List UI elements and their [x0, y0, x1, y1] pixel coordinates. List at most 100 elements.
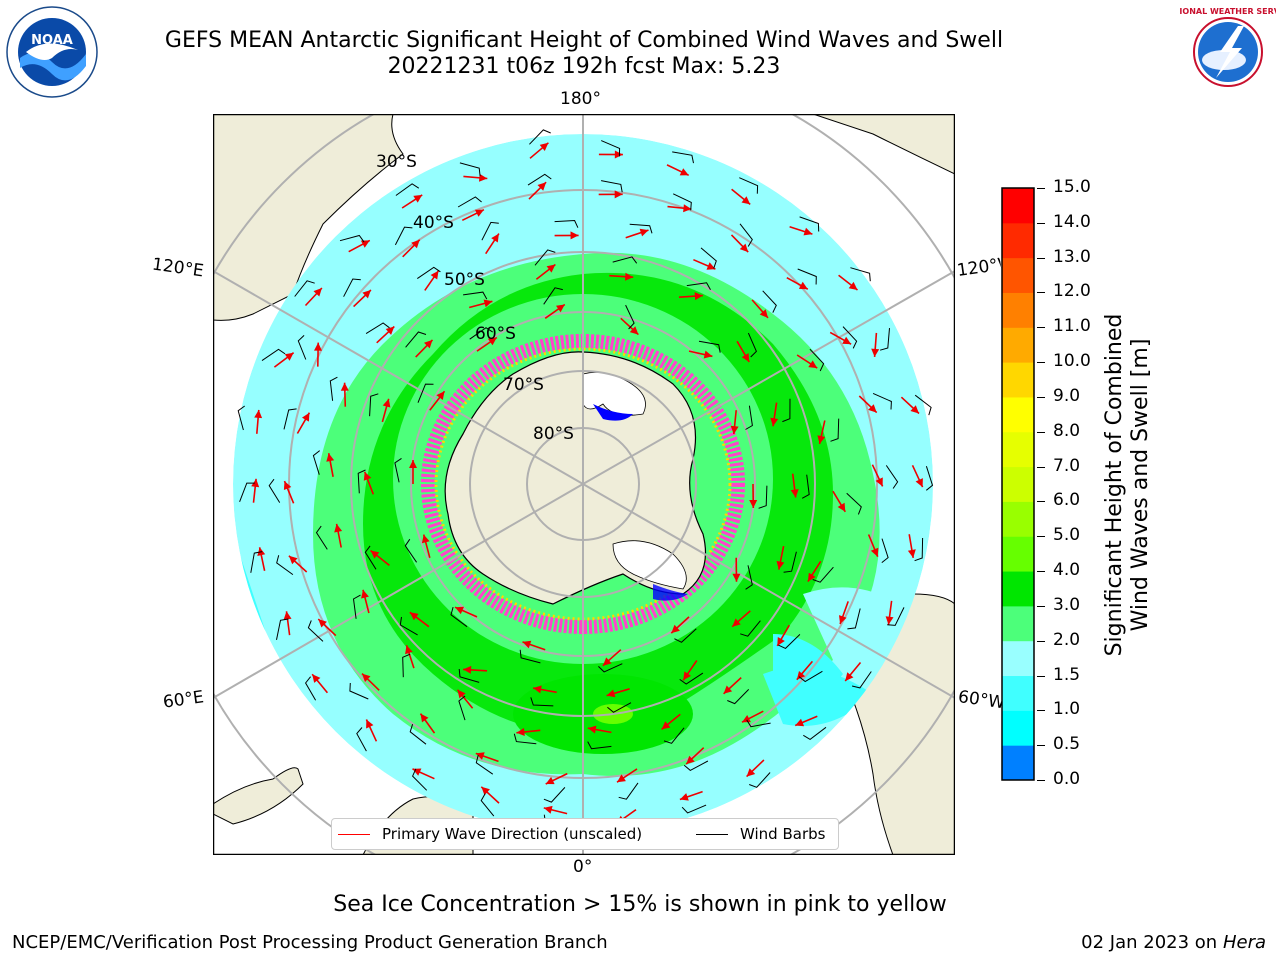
wind-barb	[601, 180, 623, 193]
wind-barb	[297, 335, 307, 360]
wind-barbs	[237, 129, 934, 831]
colorbar-segment	[1002, 362, 1034, 398]
wave-arrow-head	[360, 240, 370, 248]
wind-barb	[683, 760, 709, 772]
wave-arrow-head	[683, 671, 691, 681]
chart-subtitle: 20221231 t06z 192h fcst Max: 5.23	[387, 54, 781, 79]
wave-arrow-head	[455, 606, 464, 615]
wave-arrow-head	[845, 672, 854, 681]
wave-arrow-head	[907, 549, 916, 558]
wave-arrow-head	[318, 619, 327, 628]
wave-arrow-head	[463, 665, 472, 674]
wind-barb	[762, 290, 777, 313]
wind-barb	[349, 682, 369, 700]
wave-arrow-head	[382, 398, 391, 408]
wave-arrow-head	[910, 405, 919, 414]
wind-barb	[887, 607, 905, 626]
map-legend: Primary Wave Direction (unscaled) Wind B…	[331, 818, 839, 850]
wind-barb	[698, 340, 721, 353]
wind-barb	[842, 326, 858, 349]
wave-arrow-head	[848, 281, 858, 290]
wave-arrow-head	[661, 721, 671, 730]
wave-arrow-head	[741, 196, 751, 205]
wave-arrow-head	[679, 793, 689, 801]
wind-barb	[530, 697, 554, 707]
lat-label-40s: 40°S	[413, 213, 454, 233]
colorbar-tick-mark	[1037, 257, 1045, 259]
wind-barb	[329, 376, 338, 401]
colorbar-segment	[1002, 327, 1034, 363]
wind-barb	[851, 671, 872, 689]
wind-barb	[458, 695, 466, 721]
wind-barb	[339, 234, 365, 243]
wind-barb	[405, 331, 427, 348]
colorbar-segment	[1002, 501, 1034, 537]
wind-barb	[543, 287, 563, 305]
wind-barb	[554, 219, 579, 228]
lat-label-80s: 80°S	[533, 424, 574, 444]
colorbar-segment	[1002, 710, 1034, 746]
wind-barb	[519, 649, 541, 664]
wave-arrow-head	[749, 500, 758, 508]
wind-barb	[625, 304, 635, 330]
wave-arrow-head	[556, 304, 565, 313]
wind-barb	[799, 216, 820, 232]
wind-barb	[747, 332, 757, 358]
wind-barb	[745, 405, 753, 430]
wave-arrow-head	[366, 719, 374, 729]
colorbar-tick-label: 9.0	[1053, 385, 1081, 406]
colorbar-tick-mark	[1037, 501, 1045, 503]
wind-barb	[879, 328, 890, 351]
wind-barb	[283, 408, 297, 430]
wave-arrow-head	[875, 477, 883, 487]
wind-barb	[885, 465, 899, 489]
colorbar-tick-mark	[1037, 362, 1045, 364]
colorbar-label-line2: Wind Waves and Swell [m]	[1128, 338, 1153, 632]
wave-arrow-head	[683, 204, 692, 213]
wave-arrow-head	[284, 352, 294, 361]
wave-arrow-head	[424, 339, 433, 349]
wave-arrow-head	[842, 336, 852, 345]
wave-arrow-head	[759, 309, 768, 318]
colorbar-tick-mark	[1037, 222, 1045, 224]
wind-barb	[412, 768, 428, 791]
wind-barb	[369, 393, 379, 417]
wind-barb	[404, 538, 418, 563]
wind-barb	[356, 727, 367, 752]
wind-barb	[457, 196, 482, 208]
wave-arrow-head	[340, 382, 349, 391]
wind-barb	[529, 129, 551, 145]
colorbar-label: Significant Height of Combined Wind Wave…	[1102, 245, 1154, 725]
wave-arrow-head	[803, 227, 813, 236]
wind-barb	[458, 668, 480, 683]
lon-label-60w: 60°W	[956, 687, 1004, 713]
wind-barb	[534, 249, 556, 266]
wind-barb	[612, 256, 638, 264]
colorbar-tick-label: 8.0	[1053, 420, 1081, 441]
wave-arrow-head	[679, 168, 689, 176]
wave-arrow-head	[251, 478, 260, 488]
wave-arrow-head	[703, 350, 713, 359]
wave-arrow-head	[543, 805, 553, 814]
wave-arrow-head	[539, 142, 549, 151]
wind-barb	[778, 634, 801, 649]
wind-barb	[450, 606, 468, 628]
wave-arrow-head	[730, 425, 739, 435]
wind-barb	[399, 616, 418, 636]
colorbar-tick-mark	[1037, 396, 1045, 398]
wind-barb	[312, 450, 321, 475]
wind-barb	[850, 267, 871, 282]
wind-barb	[663, 727, 685, 744]
colorbar-tick-mark	[1037, 466, 1045, 468]
wind-barb	[797, 268, 817, 285]
colorbar-segment	[1002, 222, 1034, 259]
colorbar-tick-label: 11.0	[1053, 316, 1091, 337]
colorbar-segment	[1002, 605, 1034, 642]
wave-arrow-head	[617, 774, 626, 783]
wave-arrow-head	[868, 404, 877, 413]
colorbar-segment	[1002, 536, 1034, 572]
wind-barb	[364, 545, 377, 570]
wave-arrow-head	[606, 689, 616, 698]
wind-barb	[674, 628, 697, 643]
wave-arrow-head	[739, 243, 749, 253]
